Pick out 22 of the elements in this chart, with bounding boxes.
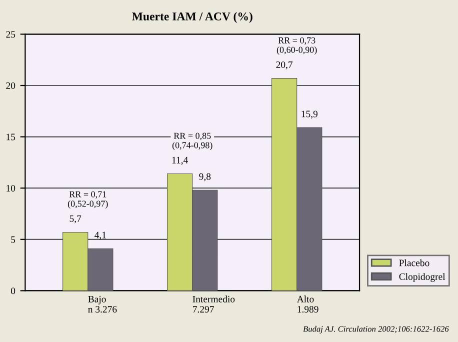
y-tick-label: 10: [6, 185, 16, 192]
x-tick-label: Intermedio 7.297: [192, 296, 235, 313]
x-tick-label: Bajo n 3.276: [88, 296, 117, 313]
annotation: RR = 0,85 (0,74-0,98): [172, 132, 212, 150]
data-label: 15,9: [302, 110, 318, 119]
annotation: RR = 0,71 (0,52-0,97): [68, 191, 108, 209]
y-tick-label: 15: [6, 134, 16, 140]
legend-label: Clopidogrel: [399, 273, 446, 282]
data-label: 4,1: [94, 232, 106, 240]
y-tick-label: 0: [10, 288, 16, 294]
y-tick-label: 20: [6, 82, 16, 89]
chart-title: Muerte IAM / ACV (%): [132, 12, 252, 23]
legend-label: Placebo: [399, 259, 430, 266]
annotation: RR = 0,73 (0,60-0,90): [276, 37, 317, 55]
text: Budaj AJ. Circulation 2002;106:1622-1626: [303, 326, 449, 334]
y-tick-label: 5: [11, 236, 16, 243]
data-label: 5,7: [70, 215, 82, 224]
data-label: 9,8: [199, 173, 211, 182]
y-tick-label: 25: [6, 31, 16, 38]
data-label: 20,7: [276, 61, 293, 70]
data-label: 11,4: [172, 156, 188, 165]
x-tick-label: Alto 1.989: [296, 296, 318, 313]
